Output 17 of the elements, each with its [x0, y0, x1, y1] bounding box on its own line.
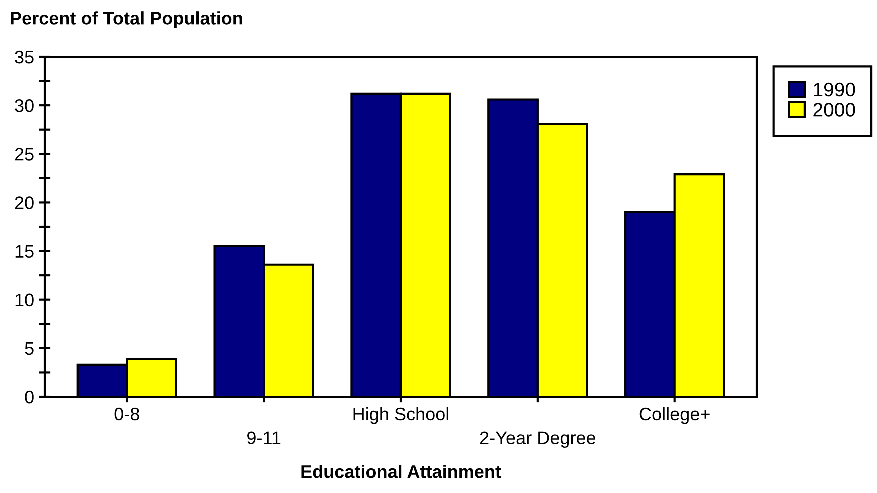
- y-tick-label: 20: [15, 196, 34, 210]
- legend-label: 2000: [814, 103, 856, 117]
- y-tick-label: 25: [15, 148, 34, 161]
- y-tick-label: 10: [16, 294, 34, 307]
- legend-label: 1990: [814, 82, 856, 97]
- y-tick-label: 5: [25, 342, 34, 356]
- x-tick-label: 9-11: [248, 432, 281, 444]
- x-tick-label: High School: [354, 407, 448, 424]
- x-axis-title: Educational Attainment: [302, 465, 502, 478]
- x-tick-label: 0-8: [114, 408, 140, 421]
- y-tick-label: 0: [25, 390, 34, 404]
- y-tick-label: 35: [15, 50, 34, 64]
- y-tick-label: 30: [15, 100, 34, 112]
- x-tick-label: College+: [640, 407, 710, 424]
- x-tick-label: 2-Year Degree: [480, 432, 596, 448]
- y-axis-title: Percent of Total Population: [11, 12, 242, 28]
- y-tick-label: 15: [16, 245, 34, 258]
